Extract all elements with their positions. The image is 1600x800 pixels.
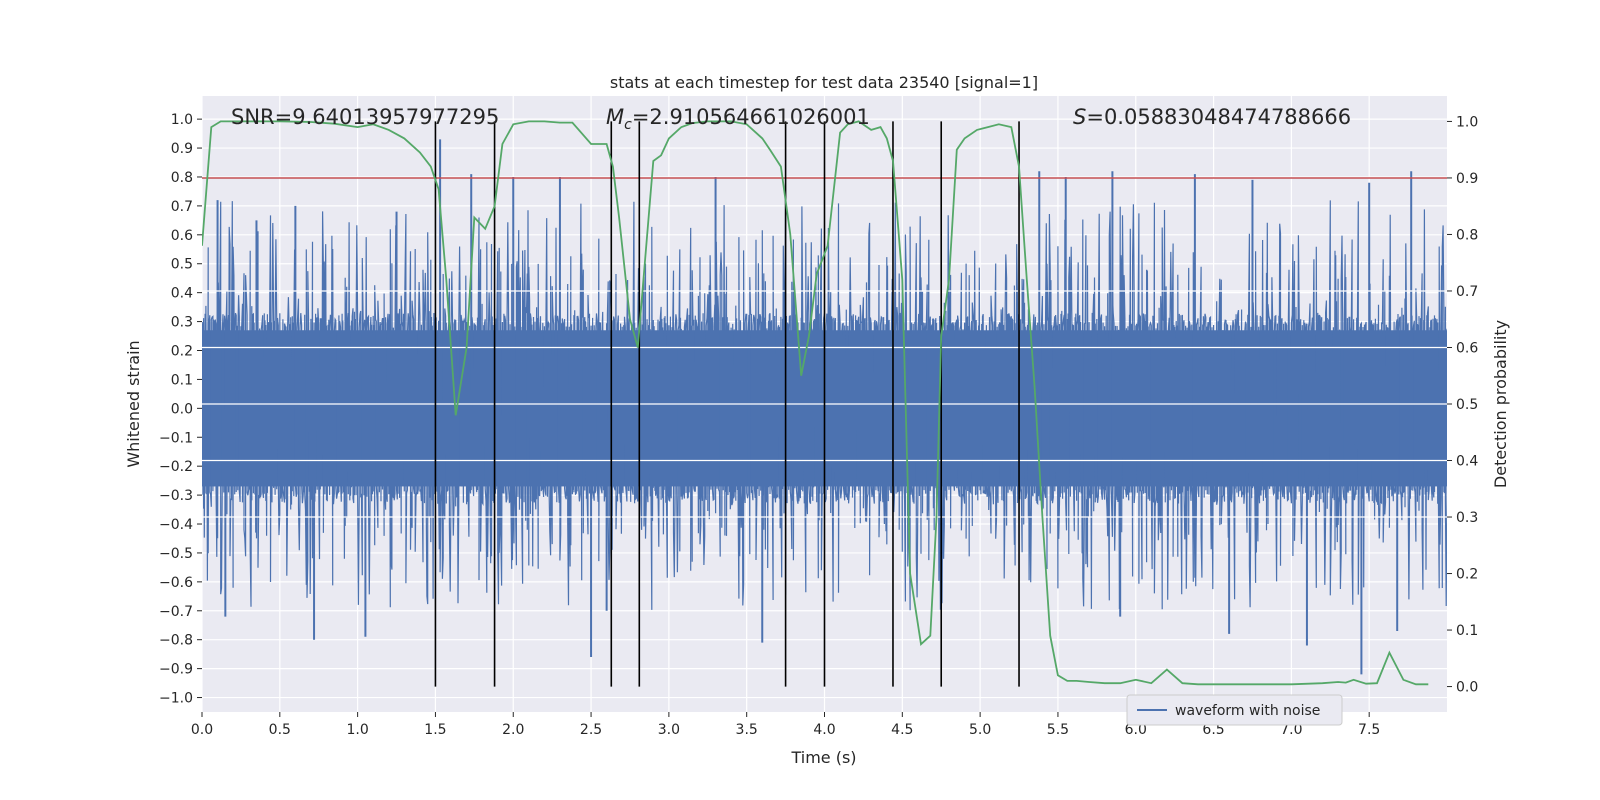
y-tick-right-label: 0.2 bbox=[1456, 567, 1478, 583]
chart-title: stats at each timestep for test data 235… bbox=[610, 73, 1038, 92]
legend-label: waveform with noise bbox=[1175, 703, 1320, 719]
vertical-markers bbox=[434, 121, 1020, 687]
chirp-mass-annotation: Mc=2.910564661026001 bbox=[606, 105, 870, 133]
y-tick-left-label: −0.7 bbox=[159, 604, 193, 620]
y-tick-left-label: −0.9 bbox=[159, 662, 193, 678]
x-tick-label: 5.0 bbox=[969, 722, 991, 738]
y-tick-right-label: 0.9 bbox=[1456, 171, 1478, 187]
x-tick-label: 7.5 bbox=[1358, 722, 1380, 738]
x-tick-label: 6.5 bbox=[1202, 722, 1224, 738]
y-tick-left-label: 0.0 bbox=[171, 401, 193, 417]
x-tick-label: 5.5 bbox=[1047, 722, 1069, 738]
x-tick-label: 1.5 bbox=[424, 722, 446, 738]
y-tick-left-label: −0.8 bbox=[159, 633, 193, 649]
probability-line bbox=[202, 120, 1429, 686]
s-annotation: S=0.05883048474788666 bbox=[1073, 105, 1351, 129]
x-tick-label: 3.5 bbox=[736, 722, 758, 738]
x-tick-label: 6.0 bbox=[1125, 722, 1147, 738]
y-tick-left-label: 0.8 bbox=[171, 170, 193, 186]
legend-box bbox=[1126, 694, 1343, 726]
y-tick-right-label: 0.8 bbox=[1456, 227, 1478, 243]
x-tick-label: 2.0 bbox=[502, 722, 524, 738]
x-tick-label: 7.0 bbox=[1280, 722, 1302, 738]
x-tick-label: 1.0 bbox=[346, 722, 368, 738]
s-symbol: S bbox=[1073, 105, 1086, 129]
y-tick-left-label: −0.5 bbox=[159, 546, 193, 562]
chirp-mass-subscript: c bbox=[624, 117, 632, 133]
y-tick-left-label: 0.9 bbox=[171, 141, 193, 157]
y-tick-left-label: 0.7 bbox=[171, 199, 193, 215]
y-tick-left-label: 0.1 bbox=[171, 372, 193, 388]
y-tick-right-label: 0.4 bbox=[1456, 454, 1478, 470]
x-tick-label: 2.5 bbox=[580, 722, 602, 738]
y-tick-left-label: −0.1 bbox=[159, 430, 193, 446]
y-axis-label-right: Detection probability bbox=[1491, 320, 1510, 488]
y-tick-left-label: −0.3 bbox=[159, 488, 193, 504]
y-tick-left-label: −0.4 bbox=[159, 517, 193, 533]
legend: waveform with noise bbox=[1126, 694, 1343, 726]
y-tick-right-label: 0.1 bbox=[1456, 623, 1478, 639]
y-tick-left-label: 0.2 bbox=[171, 343, 193, 359]
x-axis-label: Time (s) bbox=[790, 748, 856, 767]
s-value: =0.05883048474788666 bbox=[1086, 105, 1351, 129]
y-tick-left-label: 0.5 bbox=[171, 257, 193, 273]
chirp-mass-value: =2.910564661026001 bbox=[632, 105, 870, 129]
y-tick-left-label: −0.6 bbox=[159, 575, 193, 591]
x-tick-label: 0.0 bbox=[191, 722, 213, 738]
y-ticks-right: 1.0 0.9 0.8 0.7 0.6 0.5 0.4 0.3 0.2 0.1 0.0 bbox=[1447, 114, 1478, 696]
y-tick-left-label: −0.2 bbox=[159, 459, 193, 475]
x-tick-label: 3.0 bbox=[658, 722, 680, 738]
probability-series bbox=[202, 120, 1429, 686]
y-tick-right-label: 0.3 bbox=[1456, 510, 1478, 526]
y-tick-right-label: 1.0 bbox=[1456, 114, 1478, 130]
y-tick-left-label: 0.3 bbox=[171, 315, 193, 331]
chirp-mass-symbol: M bbox=[606, 105, 624, 129]
y-tick-left-label: 0.6 bbox=[171, 228, 193, 244]
y-tick-left-label: 0.4 bbox=[171, 286, 193, 302]
y-ticks-left: 1.0 0.9 0.8 0.7 0.6 0.5 0.4 0.3 0.2 0.1 0.0 −0.1 −0.… bbox=[159, 112, 202, 707]
y-tick-right-label: 0.5 bbox=[1456, 397, 1478, 413]
y-tick-left-label: −1.0 bbox=[159, 691, 193, 707]
y-tick-right-label: 0.0 bbox=[1456, 680, 1478, 696]
x-tick-label: 0.5 bbox=[269, 722, 291, 738]
y-tick-right-label: 0.7 bbox=[1456, 284, 1478, 300]
y-axis-label-left: Whitened strain bbox=[124, 340, 143, 467]
x-tick-label: 4.0 bbox=[813, 722, 835, 738]
y-tick-right-label: 0.6 bbox=[1456, 340, 1478, 356]
snr-annotation: SNR=9.64013957977295 bbox=[231, 105, 499, 129]
y-tick-left-label: 1.0 bbox=[171, 112, 193, 128]
x-tick-label: 4.5 bbox=[891, 722, 913, 738]
